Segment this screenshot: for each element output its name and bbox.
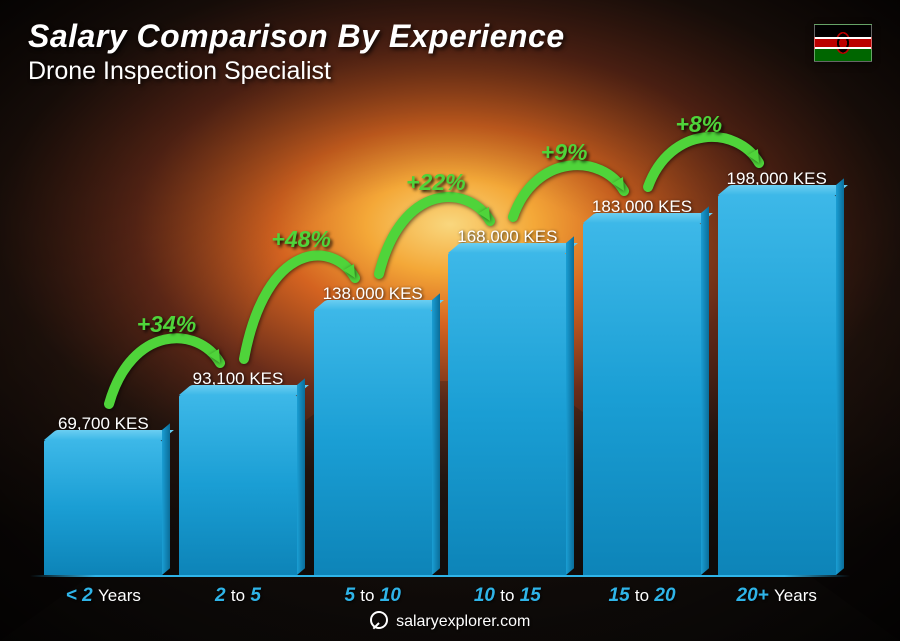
bar <box>44 440 162 575</box>
bar <box>314 310 432 575</box>
bar <box>718 195 836 575</box>
bar-chart: 69,700 KES< 2 Years93,100 KES2 to 5138,0… <box>40 105 840 575</box>
magnifier-icon <box>370 611 388 629</box>
footer: salaryexplorer.com <box>0 611 900 631</box>
bar-category-label: 15 to 20 <box>609 585 676 607</box>
increase-percent: +22% <box>406 169 465 196</box>
bar-group: 183,000 KES15 to 20 <box>579 197 706 575</box>
header: Salary Comparison By Experience Drone In… <box>28 18 565 86</box>
bar-category-label: 20+ Years <box>737 585 817 607</box>
flag-shield-icon <box>836 32 850 54</box>
bar <box>448 253 566 575</box>
increase-percent: +34% <box>137 311 196 338</box>
bar-group: 198,000 KES20+ Years <box>713 169 840 575</box>
bar-group: 93,100 KES2 to 5 <box>175 369 302 575</box>
increase-percent: +8% <box>675 111 722 138</box>
bar <box>583 223 701 575</box>
bar-category-label: 2 to 5 <box>215 585 261 607</box>
bar-category-label: 5 to 10 <box>344 585 400 607</box>
bar-group: 69,700 KES< 2 Years <box>40 414 167 575</box>
increase-percent: +48% <box>271 226 330 253</box>
page-title: Salary Comparison By Experience <box>28 18 565 55</box>
footer-site: salaryexplorer.com <box>396 613 530 630</box>
bar-group: 168,000 KES10 to 15 <box>444 227 571 575</box>
page-subtitle: Drone Inspection Specialist <box>28 57 565 86</box>
bar-category-label: < 2 Years <box>66 585 141 607</box>
chart-baseline <box>30 575 850 577</box>
bar-group: 138,000 KES5 to 10 <box>309 284 436 575</box>
flag-kenya-icon <box>814 24 872 62</box>
increase-percent: +9% <box>541 139 588 166</box>
bar <box>179 395 297 575</box>
bar-category-label: 10 to 15 <box>474 585 541 607</box>
